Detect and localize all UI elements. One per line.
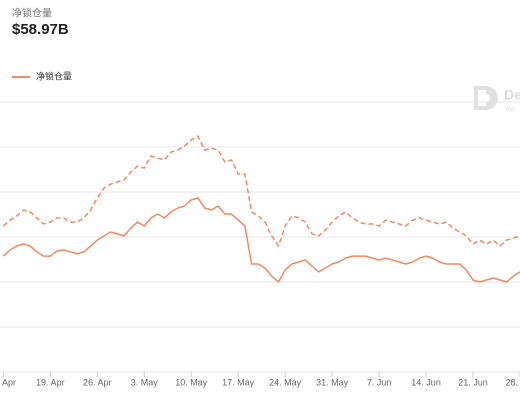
x-tick-label: 19. Apr <box>36 377 65 387</box>
watermark-subtitle: You <box>504 106 516 113</box>
watermark: De You <box>474 86 520 113</box>
x-tick-label: 17. May <box>222 377 255 387</box>
x-tick-label: 14. Jun <box>411 377 441 387</box>
series-line <box>2 135 520 247</box>
x-tick-label: 24. May <box>269 377 302 387</box>
x-tick-label: 28. <box>505 377 518 387</box>
x-tick-label: Apr <box>2 377 16 387</box>
watermark-title: De <box>504 87 520 103</box>
x-tick-label: 26. Apr <box>83 377 112 387</box>
legend-label: 净锁仓量 <box>36 70 72 81</box>
x-tick-label: 31. May <box>316 377 349 387</box>
header-value: $58.97B <box>12 21 69 38</box>
x-tick-label: 3. May <box>131 377 159 387</box>
x-tick-label: 21. Jun <box>458 377 488 387</box>
x-tick-label: 10. May <box>175 377 208 387</box>
series-line <box>2 197 520 283</box>
header-label: 净锁仓量 <box>12 7 52 20</box>
x-tick-label: 7. Jun <box>367 377 392 387</box>
watermark-logo <box>474 86 498 110</box>
